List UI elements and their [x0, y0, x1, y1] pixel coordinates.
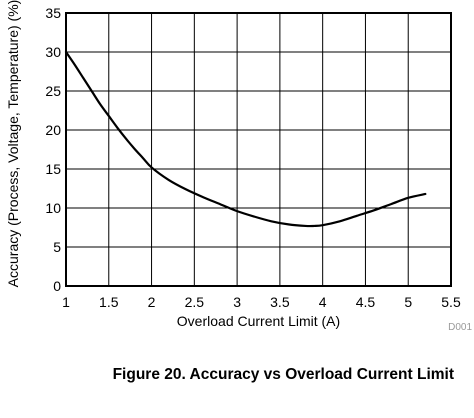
y-tick-label: 30	[45, 44, 61, 60]
x-tick-label: 4	[319, 294, 327, 310]
series-line	[64, 50, 427, 228]
x-tick-labels: 1 1.5 2 2.5 3 3.5 4 4.5 5 5.5	[62, 294, 461, 310]
x-tick-label: 3	[233, 294, 241, 310]
x-axis-label: Overload Current Limit (A)	[177, 313, 340, 329]
x-tick-label: 4.5	[356, 294, 376, 310]
x-tick-label: 2.5	[185, 294, 205, 310]
grid	[65, 12, 452, 287]
y-tick-label: 20	[45, 122, 61, 138]
x-tick-label: 3.5	[270, 294, 290, 310]
figure-code: D001	[448, 322, 472, 333]
y-axis-label: Accuracy (Process, Voltage, Temperature)…	[5, 0, 21, 287]
y-tick-label: 0	[53, 278, 61, 294]
x-tick-label: 5.5	[441, 294, 461, 310]
x-tick-label: 1.5	[99, 294, 119, 310]
y-tick-label: 10	[45, 200, 61, 216]
y-tick-label: 25	[45, 83, 61, 99]
y-tick-labels: 0 5 10 15 20 25 30 35	[45, 5, 61, 294]
figure-caption: Figure 20. Accuracy vs Overload Current …	[112, 366, 454, 383]
plot-frame	[65, 12, 452, 287]
x-tick-label: 2	[148, 294, 156, 310]
y-tick-label: 35	[45, 5, 61, 21]
x-tick-label: 1	[62, 294, 70, 310]
x-tick-label: 5	[404, 294, 412, 310]
y-tick-label: 15	[45, 161, 61, 177]
chart: 1 1.5 2 2.5 3 3.5 4 4.5 5 5.5 0 5 10 15 20 25 30 35 Over…	[5, 0, 472, 333]
y-tick-label: 5	[53, 239, 61, 255]
